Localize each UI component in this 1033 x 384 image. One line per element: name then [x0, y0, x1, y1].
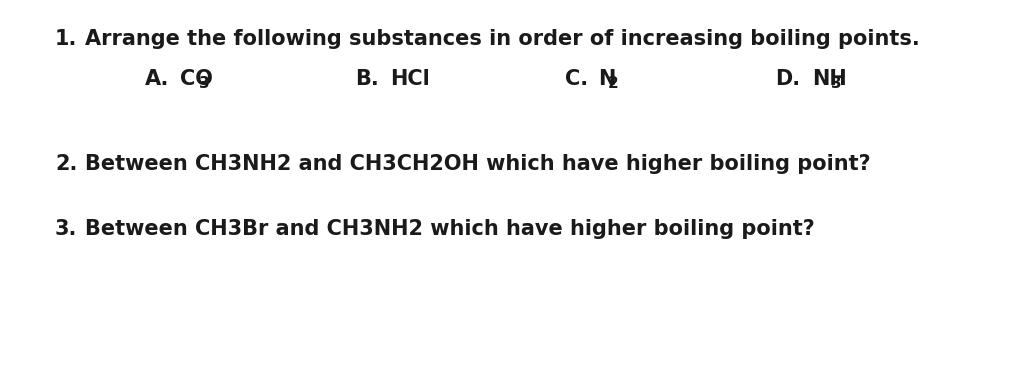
Text: CO: CO	[180, 69, 213, 89]
Text: 2.: 2.	[55, 154, 77, 174]
Text: 2: 2	[607, 76, 618, 91]
Text: C.: C.	[565, 69, 588, 89]
Text: 3.: 3.	[55, 219, 77, 239]
Text: HCl: HCl	[390, 69, 430, 89]
Text: D.: D.	[775, 69, 801, 89]
Text: N: N	[598, 69, 616, 89]
Text: Arrange the following substances in order of increasing boiling points.: Arrange the following substances in orde…	[85, 29, 919, 49]
Text: A.: A.	[145, 69, 169, 89]
Text: 3: 3	[199, 76, 210, 91]
Text: NH: NH	[812, 69, 847, 89]
Text: Between CH3NH2 and CH3CH2OH which have higher boiling point?: Between CH3NH2 and CH3CH2OH which have h…	[85, 154, 871, 174]
Text: 3: 3	[831, 76, 842, 91]
Text: Between CH3Br and CH3NH2 which have higher boiling point?: Between CH3Br and CH3NH2 which have high…	[85, 219, 815, 239]
Text: 1.: 1.	[55, 29, 77, 49]
Text: B.: B.	[355, 69, 379, 89]
